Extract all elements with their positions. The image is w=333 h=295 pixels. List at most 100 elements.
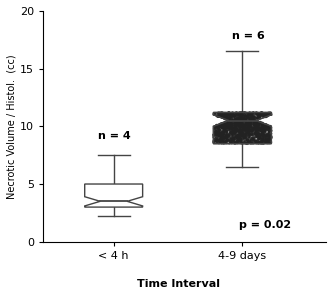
Point bbox=[266, 125, 272, 130]
Point bbox=[235, 127, 240, 132]
Point bbox=[262, 132, 267, 137]
Point bbox=[239, 124, 244, 129]
Point bbox=[265, 137, 270, 142]
Point bbox=[264, 139, 270, 143]
Point bbox=[223, 139, 229, 143]
Point bbox=[266, 131, 271, 136]
Point bbox=[233, 125, 238, 130]
Point bbox=[261, 111, 266, 116]
Point bbox=[256, 126, 261, 131]
Point bbox=[228, 136, 234, 140]
Point bbox=[214, 139, 219, 144]
Point bbox=[224, 138, 230, 143]
Point bbox=[248, 116, 254, 120]
Point bbox=[241, 131, 246, 136]
Point bbox=[219, 131, 224, 136]
Point bbox=[249, 119, 254, 124]
Point bbox=[233, 111, 239, 116]
Point bbox=[248, 140, 254, 145]
Point bbox=[243, 141, 249, 146]
Point bbox=[215, 136, 221, 141]
Point bbox=[220, 112, 226, 116]
Point bbox=[229, 137, 234, 142]
Point bbox=[229, 127, 234, 132]
Point bbox=[224, 122, 229, 127]
Point bbox=[224, 114, 230, 119]
Point bbox=[251, 136, 256, 140]
Point bbox=[213, 131, 218, 136]
Point bbox=[240, 131, 245, 135]
Point bbox=[218, 122, 223, 126]
Point bbox=[222, 125, 228, 130]
Point bbox=[253, 135, 259, 140]
Point bbox=[221, 135, 226, 140]
Point bbox=[249, 120, 255, 125]
Point bbox=[235, 112, 240, 117]
Point bbox=[213, 113, 218, 118]
Point bbox=[219, 137, 224, 142]
Point bbox=[246, 129, 251, 134]
Point bbox=[244, 124, 250, 129]
Point bbox=[242, 120, 247, 125]
Point bbox=[227, 118, 232, 123]
Point bbox=[252, 121, 257, 126]
Point bbox=[265, 112, 271, 117]
Point bbox=[228, 121, 234, 126]
Point bbox=[232, 137, 237, 141]
Point bbox=[212, 130, 217, 135]
Point bbox=[226, 111, 231, 116]
Point bbox=[216, 131, 221, 136]
Point bbox=[225, 136, 230, 141]
Point bbox=[265, 128, 270, 132]
Point bbox=[219, 134, 224, 138]
Point bbox=[253, 124, 259, 129]
Point bbox=[233, 121, 239, 126]
Point bbox=[238, 127, 243, 131]
Point bbox=[220, 139, 226, 143]
Point bbox=[240, 127, 245, 132]
Point bbox=[263, 139, 268, 144]
Point bbox=[268, 111, 274, 115]
Point bbox=[239, 122, 244, 127]
Point bbox=[255, 130, 260, 135]
Point bbox=[251, 120, 256, 125]
Point bbox=[213, 132, 218, 137]
Point bbox=[228, 140, 233, 144]
Point bbox=[252, 125, 257, 130]
Point bbox=[253, 126, 258, 131]
Point bbox=[226, 124, 231, 129]
Point bbox=[265, 131, 271, 136]
Point bbox=[260, 139, 265, 144]
Point bbox=[229, 119, 235, 123]
Point bbox=[222, 120, 227, 125]
Point bbox=[255, 121, 260, 125]
Point bbox=[231, 138, 237, 142]
Point bbox=[240, 130, 245, 135]
Point bbox=[234, 127, 239, 132]
Point bbox=[246, 134, 251, 139]
Point bbox=[224, 130, 229, 135]
Point bbox=[247, 134, 252, 139]
Point bbox=[235, 116, 240, 120]
Point bbox=[257, 114, 263, 119]
Point bbox=[238, 118, 243, 122]
Point bbox=[254, 131, 260, 136]
Point bbox=[218, 131, 224, 136]
Point bbox=[216, 135, 221, 140]
Point bbox=[240, 128, 245, 132]
Point bbox=[240, 112, 245, 117]
Point bbox=[256, 115, 261, 120]
Point bbox=[221, 140, 227, 144]
Point bbox=[231, 114, 236, 119]
Point bbox=[226, 123, 231, 128]
Point bbox=[223, 140, 229, 145]
Point bbox=[238, 132, 243, 137]
Point bbox=[229, 117, 234, 121]
Point bbox=[256, 140, 262, 145]
Point bbox=[237, 131, 243, 136]
Point bbox=[219, 134, 224, 139]
Point bbox=[257, 126, 262, 130]
Point bbox=[222, 114, 228, 119]
Point bbox=[267, 141, 273, 145]
Point bbox=[224, 137, 229, 142]
